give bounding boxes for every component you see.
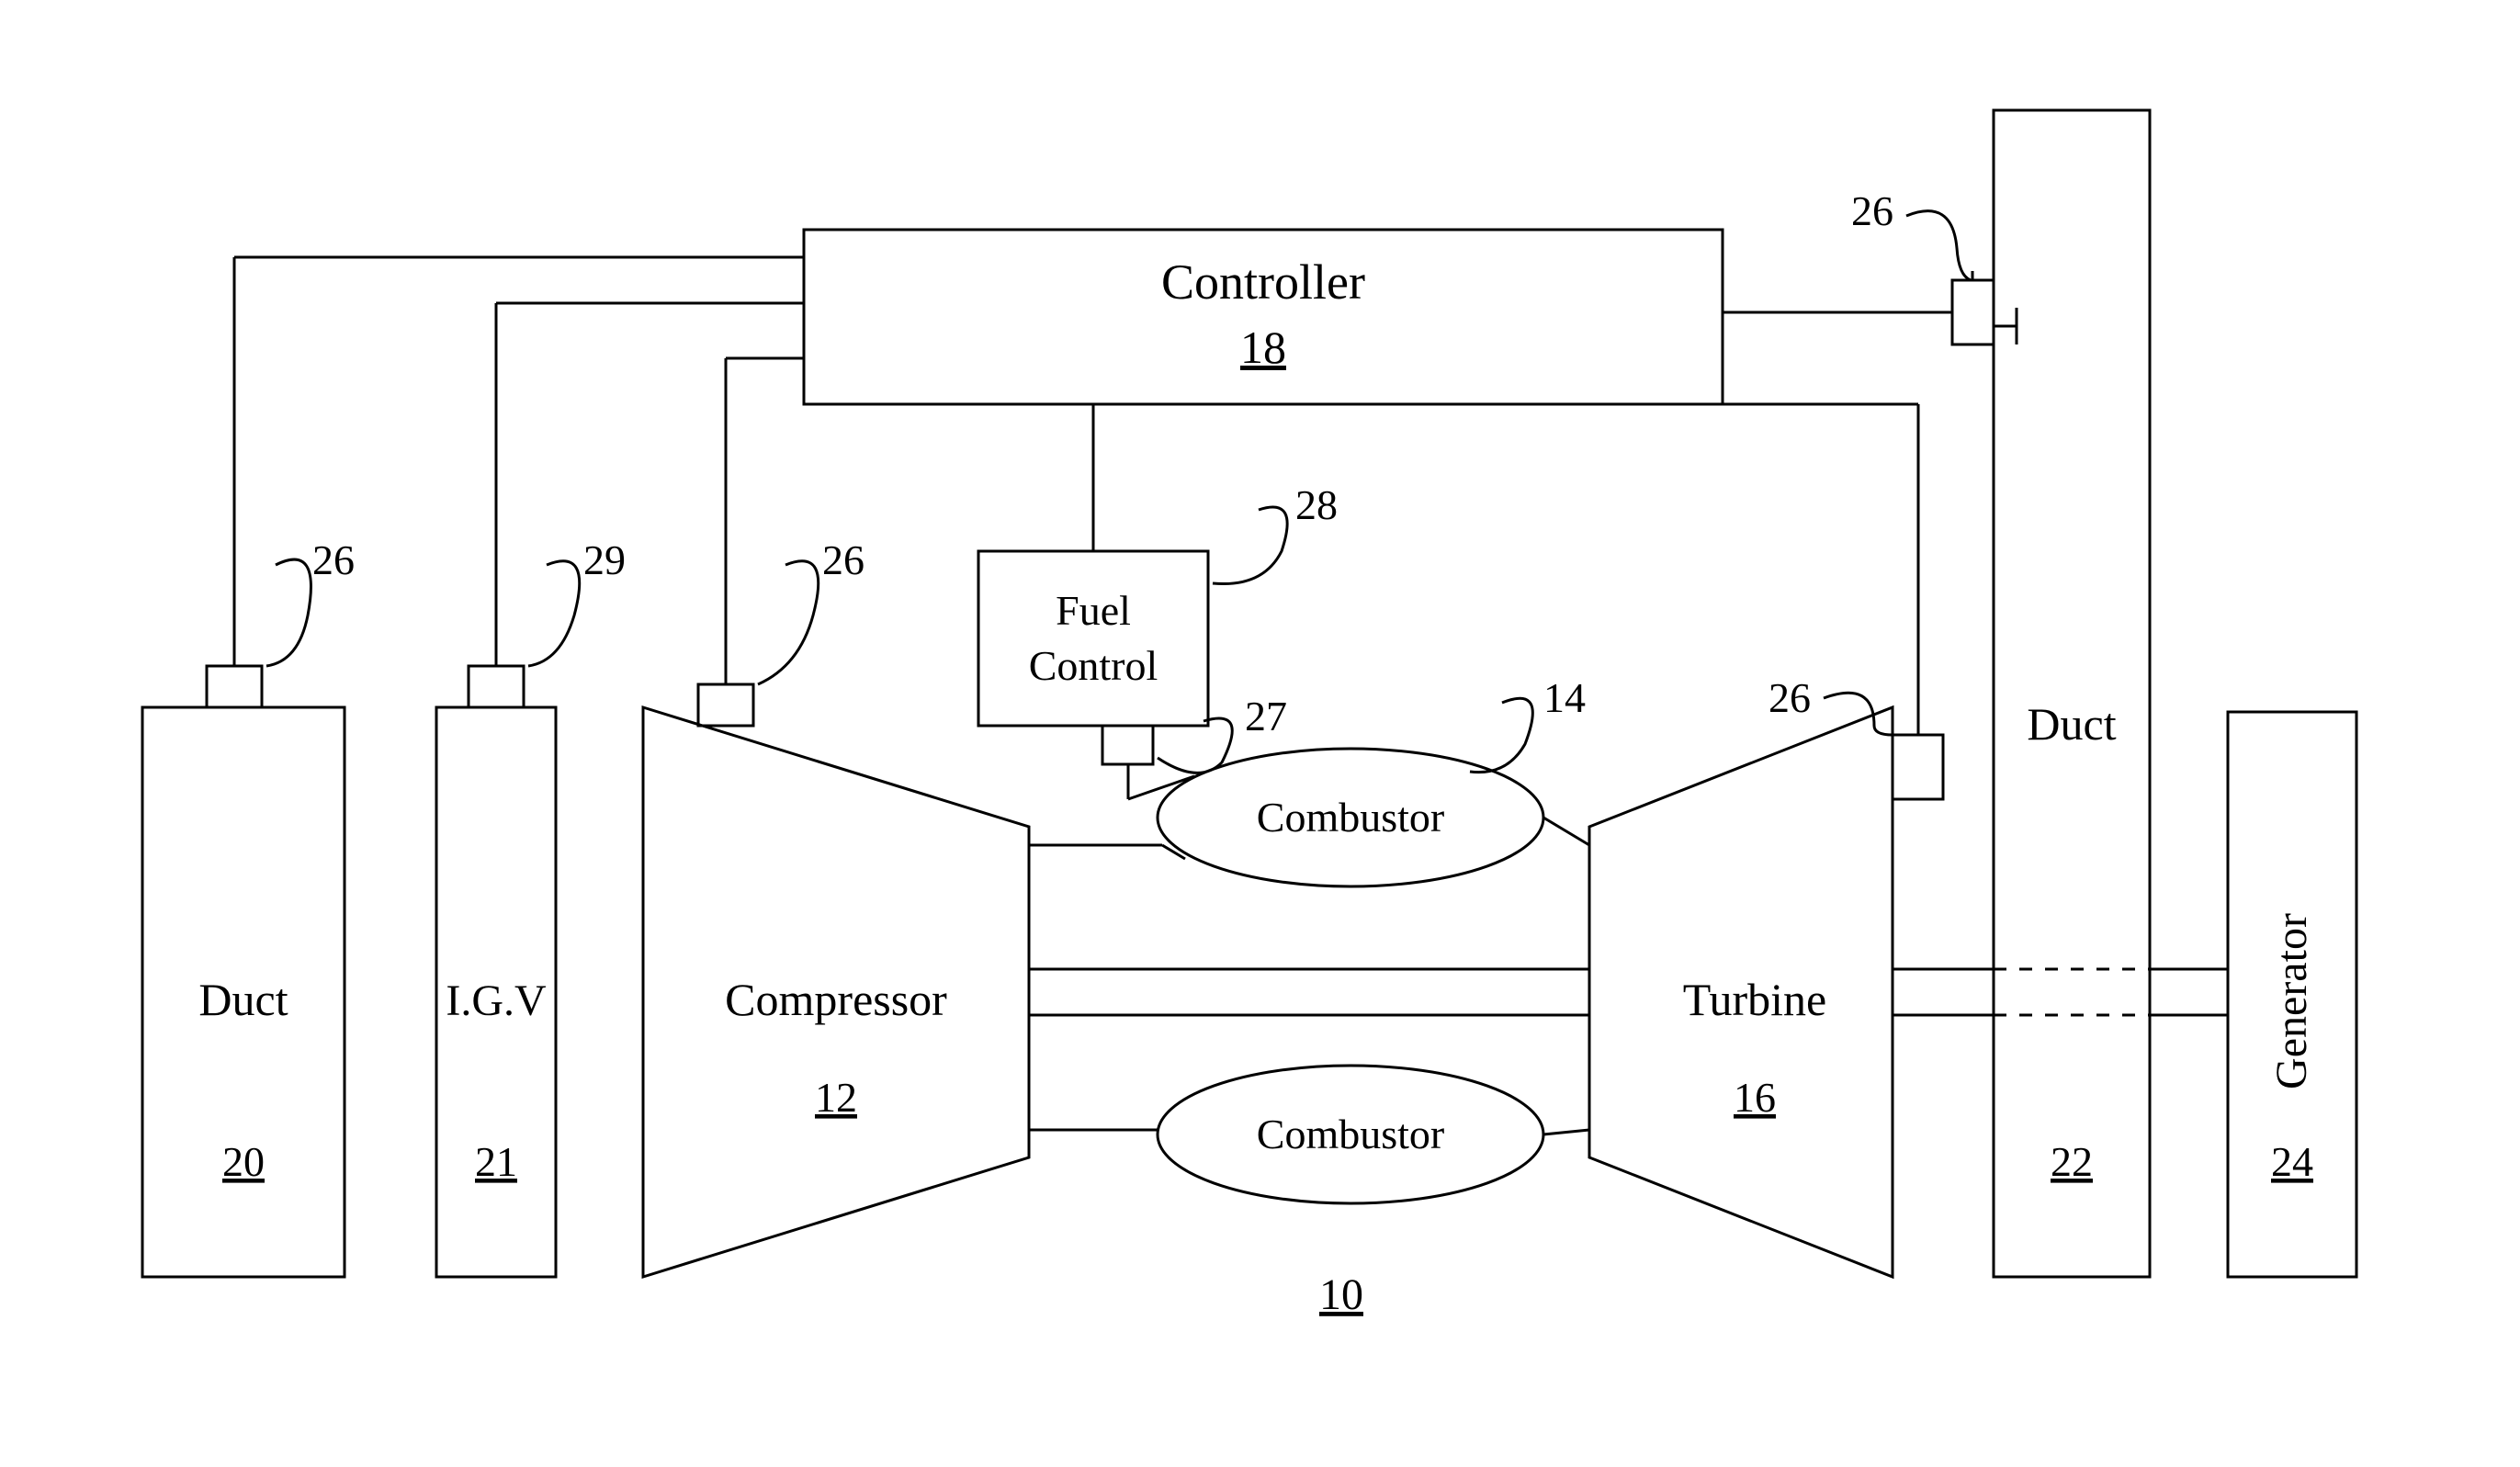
inlet-duct-sensor <box>207 666 262 707</box>
fuel-control-label-1: Fuel <box>1056 587 1131 634</box>
compressor-sensor <box>698 684 753 726</box>
turbine-sensor-callout: 26 <box>1769 674 1811 721</box>
exhaust-duct-ref: 22 <box>2051 1138 2093 1185</box>
gas-turbine-system-diagram: Controller 18 Duct 20 26 I.G.V 21 29 Com… <box>0 0 2520 1467</box>
inlet-duct-label: Duct <box>198 974 288 1025</box>
compressor-sensor-callout: 26 <box>822 536 864 583</box>
fuel-control-block <box>978 551 1208 726</box>
igv-actuator <box>469 666 524 707</box>
combustor-top-label: Combustor <box>1257 794 1444 841</box>
exhaust-duct-label: Duct <box>2027 698 2116 750</box>
compressor-label: Compressor <box>725 974 947 1025</box>
generator-label: Generator <box>2267 913 2316 1089</box>
igv-label: I.G.V <box>446 976 547 1025</box>
exhaust-duct-sensor-callout: 26 <box>1851 187 1893 234</box>
inlet-duct-ref: 20 <box>222 1138 265 1185</box>
exhaust-duct-block <box>1994 110 2150 1277</box>
compressor-ref: 12 <box>815 1074 857 1121</box>
fuel-valve <box>1102 726 1153 764</box>
exhaust-duct-sensor <box>1952 280 1994 344</box>
system-ref: 10 <box>1319 1270 1363 1319</box>
combustor-top-callout: 14 <box>1543 674 1586 721</box>
generator-ref: 24 <box>2271 1138 2313 1185</box>
fuel-valve-callout: 27 <box>1245 693 1287 739</box>
turbine-ref: 16 <box>1734 1074 1776 1121</box>
inlet-duct-sensor-callout: 26 <box>312 536 355 583</box>
igv-actuator-callout: 29 <box>583 536 626 583</box>
controller-label: Controller <box>1161 254 1365 310</box>
controller-ref: 18 <box>1240 322 1286 373</box>
fuel-control-callout: 28 <box>1295 481 1338 528</box>
fuel-control-label-2: Control <box>1029 642 1158 689</box>
combustor-bottom-label: Combustor <box>1257 1111 1444 1157</box>
igv-ref: 21 <box>475 1138 517 1185</box>
turbine-label: Turbine <box>1683 974 1827 1025</box>
turbine-sensor <box>1893 735 1943 799</box>
